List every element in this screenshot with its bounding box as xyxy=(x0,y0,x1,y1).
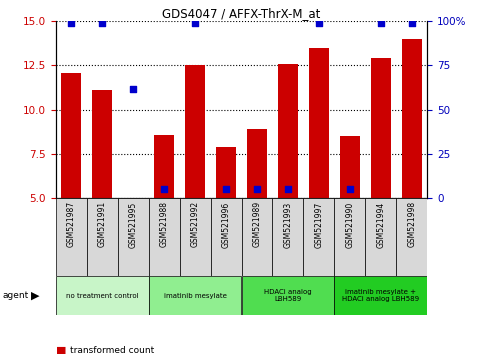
Bar xyxy=(180,198,211,276)
Point xyxy=(129,86,137,91)
Point xyxy=(98,20,106,26)
Bar xyxy=(86,198,117,276)
Bar xyxy=(272,198,303,276)
Bar xyxy=(366,198,397,276)
Text: imatinib mesylate: imatinib mesylate xyxy=(164,293,227,298)
Title: GDS4047 / AFFX-ThrX-M_at: GDS4047 / AFFX-ThrX-M_at xyxy=(162,7,321,20)
Bar xyxy=(242,276,334,315)
Point xyxy=(408,20,416,26)
Bar xyxy=(371,58,391,198)
Text: GSM521992: GSM521992 xyxy=(190,201,199,247)
Bar xyxy=(247,129,267,198)
Text: GSM521996: GSM521996 xyxy=(222,201,230,247)
Text: GSM521993: GSM521993 xyxy=(284,201,293,247)
Text: imatinib mesylate +
HDACi analog LBH589: imatinib mesylate + HDACi analog LBH589 xyxy=(342,289,420,302)
Point xyxy=(191,20,199,26)
Text: no treatment control: no treatment control xyxy=(66,293,138,298)
Text: GSM521997: GSM521997 xyxy=(314,201,324,247)
Bar xyxy=(303,198,334,276)
Point xyxy=(67,20,75,26)
Text: GSM521994: GSM521994 xyxy=(376,201,385,247)
Text: agent: agent xyxy=(2,291,28,300)
Bar xyxy=(123,198,143,200)
Bar xyxy=(402,39,422,198)
Text: GSM521989: GSM521989 xyxy=(253,201,261,247)
Text: ▶: ▶ xyxy=(31,291,40,301)
Point xyxy=(377,20,385,26)
Bar xyxy=(211,198,242,276)
Bar xyxy=(334,276,427,315)
Bar xyxy=(340,136,360,198)
Point xyxy=(222,187,230,192)
Bar xyxy=(216,147,236,198)
Bar xyxy=(242,198,272,276)
Point xyxy=(346,187,354,192)
Bar xyxy=(185,65,205,198)
Text: GSM521987: GSM521987 xyxy=(67,201,75,247)
Bar xyxy=(92,90,112,198)
Bar xyxy=(309,48,329,198)
Bar xyxy=(56,276,149,315)
Text: GSM521991: GSM521991 xyxy=(98,201,107,247)
Bar xyxy=(56,198,86,276)
Bar xyxy=(278,64,298,198)
Point xyxy=(160,187,168,192)
Bar xyxy=(61,73,81,198)
Bar xyxy=(397,198,427,276)
Text: GSM521998: GSM521998 xyxy=(408,201,416,247)
Text: HDACi analog
LBH589: HDACi analog LBH589 xyxy=(264,289,312,302)
Bar xyxy=(334,198,366,276)
Bar xyxy=(149,276,242,315)
Point xyxy=(253,187,261,192)
Text: transformed count: transformed count xyxy=(70,346,154,354)
Text: GSM521988: GSM521988 xyxy=(159,201,169,247)
Point xyxy=(284,187,292,192)
Point xyxy=(315,20,323,26)
Text: ■: ■ xyxy=(56,346,66,354)
Text: GSM521990: GSM521990 xyxy=(345,201,355,247)
Bar xyxy=(117,198,149,276)
Bar xyxy=(154,135,174,198)
Bar xyxy=(149,198,180,276)
Text: GSM521995: GSM521995 xyxy=(128,201,138,247)
